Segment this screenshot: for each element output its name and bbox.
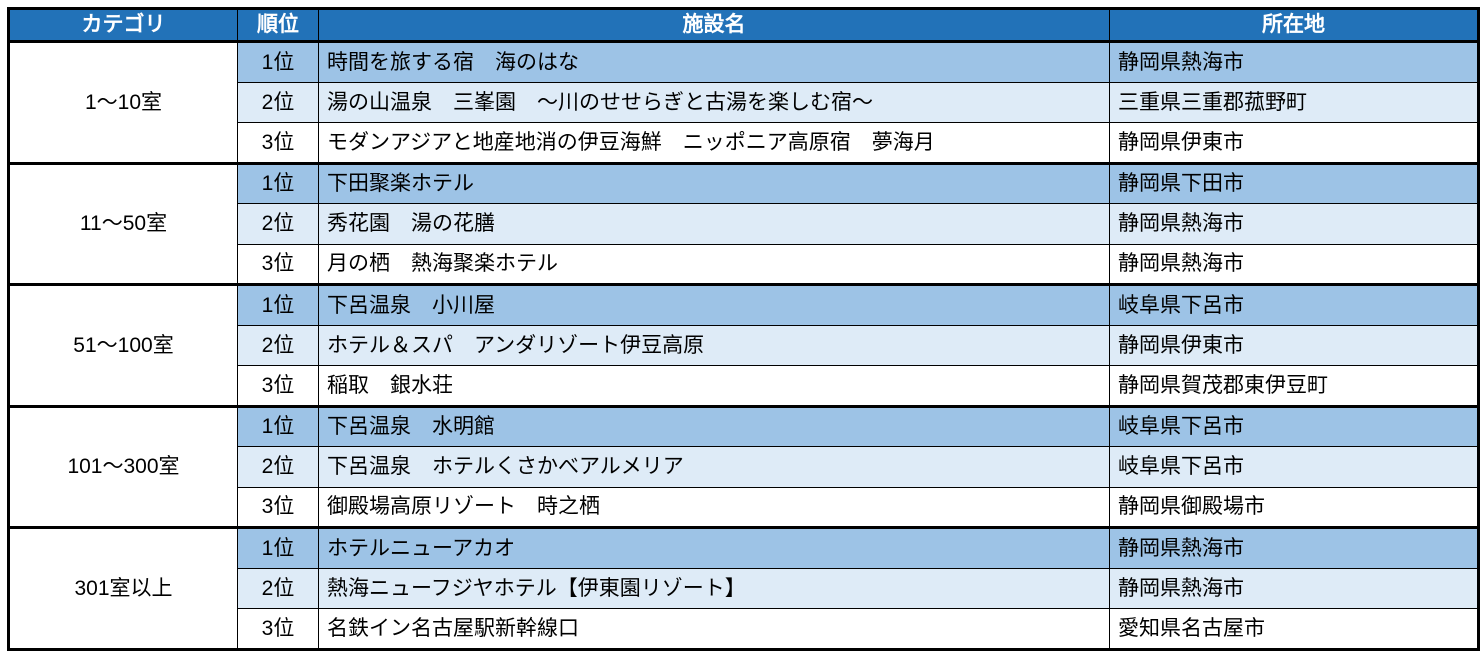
rank-cell: 3位 bbox=[237, 122, 319, 164]
table-row: 2位 湯の山温泉 三峯園 〜川のせせらぎと古湯を楽しむ宿〜 三重県三重郡菰野町 bbox=[9, 81, 1479, 123]
table-row: 2位 下呂温泉 ホテルくさかべアルメリア 岐阜県下呂市 bbox=[9, 446, 1479, 488]
rank-cell: 1位 bbox=[237, 526, 319, 569]
table-row: 3位 名鉄イン名古屋駅新幹線口 愛知県名古屋市 bbox=[9, 608, 1479, 650]
table-row: 2位 熱海ニューフジヤホテル【伊東園リゾート】 静岡県熱海市 bbox=[9, 567, 1479, 609]
table-row: 1〜10室 1位 時間を旅する宿 海のはな 静岡県熱海市 bbox=[8, 40, 1479, 164]
location-cell: 静岡県熱海市 bbox=[1109, 243, 1479, 285]
facility-name-cell: 湯の山温泉 三峯園 〜川のせせらぎと古湯を楽しむ宿〜 bbox=[318, 81, 1110, 123]
facility-name-cell: ホテル＆スパ アンダリゾート伊豆高原 bbox=[318, 324, 1110, 366]
location-cell: 岐阜県下呂市 bbox=[1109, 404, 1479, 447]
rank-cell: 1位 bbox=[237, 40, 319, 83]
facility-name-cell: 下呂温泉 小川屋 bbox=[318, 283, 1110, 326]
category-cell: 101〜300室 bbox=[8, 404, 238, 528]
facility-name-cell: 月の栖 熱海聚楽ホテル bbox=[318, 243, 1110, 285]
rank-cell: 1位 bbox=[237, 283, 319, 326]
table-row: 301室以上 1位 ホテルニューアカオ 静岡県熱海市 bbox=[8, 526, 1479, 650]
rank-cell: 3位 bbox=[237, 365, 319, 407]
facility-name-cell: モダンアジアと地産地消の伊豆海鮮 ニッポニア高原宿 夢海月 bbox=[318, 122, 1110, 164]
table-row: 3位 御殿場高原リゾート 時之栖 静岡県御殿場市 bbox=[9, 486, 1479, 528]
table-header-row: カテゴリ 順位 施設名 所在地 bbox=[8, 8, 1479, 42]
facility-name-cell: ホテルニューアカオ bbox=[318, 526, 1110, 569]
location-cell: 静岡県伊東市 bbox=[1109, 324, 1479, 366]
facility-name-cell: 秀花園 湯の花膳 bbox=[318, 203, 1110, 245]
location-cell: 静岡県熱海市 bbox=[1109, 203, 1479, 245]
rank-cell: 3位 bbox=[237, 608, 319, 650]
header-facility-name: 施設名 bbox=[318, 8, 1110, 42]
facility-name-cell: 下呂温泉 ホテルくさかべアルメリア bbox=[318, 446, 1110, 488]
table-row: 101〜300室 1位 下呂温泉 水明館 岐阜県下呂市 bbox=[8, 404, 1479, 528]
rank-cell: 2位 bbox=[237, 446, 319, 488]
rank-cell: 1位 bbox=[237, 161, 319, 204]
facility-name-cell: 熱海ニューフジヤホテル【伊東園リゾート】 bbox=[318, 567, 1110, 609]
location-cell: 静岡県賀茂郡東伊豆町 bbox=[1109, 365, 1479, 407]
facility-name-cell: 下田聚楽ホテル bbox=[318, 161, 1110, 204]
ranking-table: カテゴリ 順位 施設名 所在地 1〜10室 1位 時間を旅する宿 海のはな 静岡… bbox=[7, 7, 1480, 651]
facility-name-cell: 下呂温泉 水明館 bbox=[318, 404, 1110, 447]
location-cell: 静岡県御殿場市 bbox=[1109, 486, 1479, 528]
table-row: 2位 ホテル＆スパ アンダリゾート伊豆高原 静岡県伊東市 bbox=[9, 324, 1479, 366]
location-cell: 静岡県伊東市 bbox=[1109, 122, 1479, 164]
rank-cell: 2位 bbox=[237, 203, 319, 245]
header-location: 所在地 bbox=[1109, 8, 1479, 42]
category-cell: 51〜100室 bbox=[8, 283, 238, 407]
category-cell: 11〜50室 bbox=[8, 161, 238, 285]
location-cell: 静岡県熱海市 bbox=[1109, 526, 1479, 569]
table-row: 3位 モダンアジアと地産地消の伊豆海鮮 ニッポニア高原宿 夢海月 静岡県伊東市 bbox=[9, 122, 1479, 164]
location-cell: 静岡県熱海市 bbox=[1109, 40, 1479, 83]
facility-name-cell: 名鉄イン名古屋駅新幹線口 bbox=[318, 608, 1110, 650]
location-cell: 岐阜県下呂市 bbox=[1109, 283, 1479, 326]
table-row: 2位 秀花園 湯の花膳 静岡県熱海市 bbox=[9, 203, 1479, 245]
rank-cell: 2位 bbox=[237, 81, 319, 123]
table-row: 11〜50室 1位 下田聚楽ホテル 静岡県下田市 bbox=[8, 161, 1479, 285]
category-cell: 1〜10室 bbox=[8, 40, 238, 164]
location-cell: 静岡県下田市 bbox=[1109, 161, 1479, 204]
table-row: 51〜100室 1位 下呂温泉 小川屋 岐阜県下呂市 bbox=[8, 283, 1479, 407]
header-category: カテゴリ bbox=[8, 8, 238, 42]
header-rank: 順位 bbox=[237, 8, 319, 42]
table-row: 3位 月の栖 熱海聚楽ホテル 静岡県熱海市 bbox=[9, 243, 1479, 285]
facility-name-cell: 御殿場高原リゾート 時之栖 bbox=[318, 486, 1110, 528]
facility-name-cell: 時間を旅する宿 海のはな bbox=[318, 40, 1110, 83]
location-cell: 静岡県熱海市 bbox=[1109, 567, 1479, 609]
location-cell: 愛知県名古屋市 bbox=[1109, 608, 1479, 650]
location-cell: 三重県三重郡菰野町 bbox=[1109, 81, 1479, 123]
rank-cell: 1位 bbox=[237, 404, 319, 447]
rank-cell: 2位 bbox=[237, 324, 319, 366]
rank-cell: 3位 bbox=[237, 243, 319, 285]
rank-cell: 2位 bbox=[237, 567, 319, 609]
category-cell: 301室以上 bbox=[8, 526, 238, 650]
rank-cell: 3位 bbox=[237, 486, 319, 528]
location-cell: 岐阜県下呂市 bbox=[1109, 446, 1479, 488]
facility-name-cell: 稲取 銀水荘 bbox=[318, 365, 1110, 407]
